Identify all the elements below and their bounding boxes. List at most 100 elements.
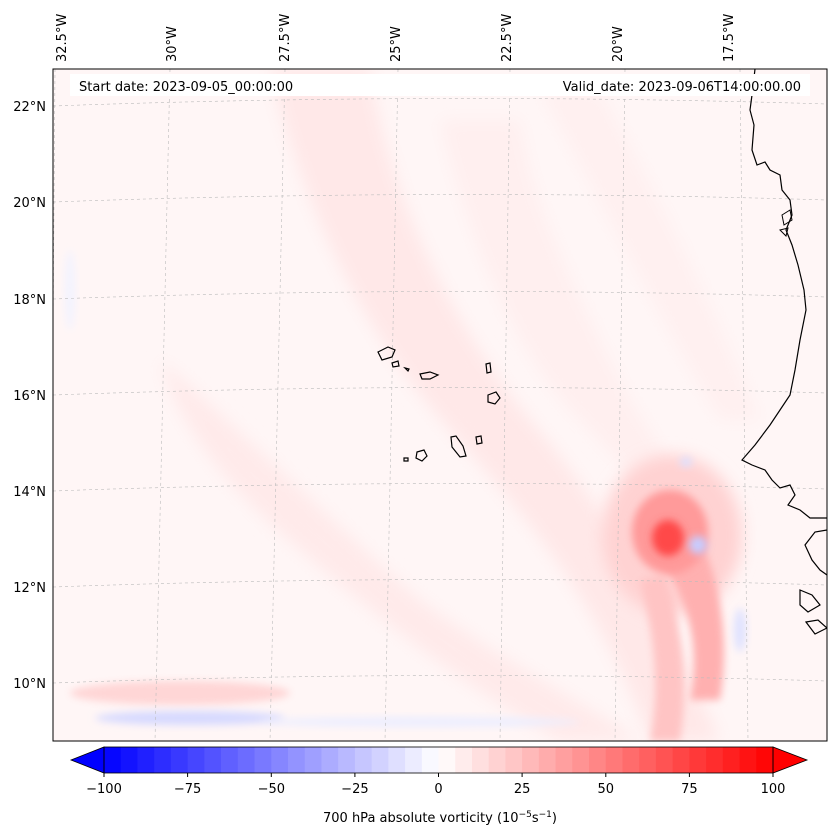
colorbar-segment	[605, 747, 623, 773]
island-sal	[485, 362, 492, 374]
colorbar-segment	[237, 747, 255, 773]
map-frame	[52, 68, 828, 742]
cape-verde-islands	[377, 346, 501, 462]
cb-tick-label-neg50: −50	[258, 782, 285, 797]
island-brava	[403, 457, 409, 462]
south-pink-band	[70, 681, 290, 705]
lat-label-10n: 10°N	[13, 677, 46, 692]
colorbar-title: 700 hPa absolute vorticity (10−5s−1)	[323, 810, 557, 826]
cb-tick-label-neg100: −100	[86, 782, 122, 797]
lon-label-17-5w: 17.5°W	[722, 14, 737, 62]
lon-label-27-5w: 27.5°W	[278, 14, 293, 62]
island-santa-luzia	[403, 366, 410, 373]
storm-tail-2	[640, 575, 685, 741]
south-blue-band-2	[260, 717, 580, 727]
cb-tick-label-50: 50	[598, 782, 615, 797]
cb-tick-label-75: 75	[681, 782, 698, 797]
colorbar-segment	[405, 747, 423, 773]
colorbar: −100 −75 −50 −25 0 25 50 75 100 700 hPa …	[69, 746, 809, 826]
blue-spot-east	[734, 608, 746, 652]
colorbar-segment	[505, 747, 523, 773]
lon-label-20w: 20°W	[611, 26, 626, 62]
colorbar-segment	[455, 747, 473, 773]
cb-tick-label-neg75: −75	[174, 782, 201, 797]
colorbar-segment	[488, 747, 506, 773]
colorbar-segment	[589, 747, 607, 773]
pink-band-east	[440, 120, 740, 560]
island-sao-vicente	[391, 360, 400, 368]
colorbar-segment	[321, 747, 339, 773]
start-date-text: Start date: 2023-09-05_00:00:00	[79, 80, 293, 95]
colorbar-segment	[555, 747, 573, 773]
colorbar-segment	[672, 747, 690, 773]
colorbar-extend-low	[69, 746, 105, 774]
valid-date-text: Valid_date: 2023-09-06T14:00:00.00	[563, 80, 801, 95]
colorbar-segment	[287, 747, 306, 773]
colorbar-segment	[739, 747, 757, 773]
colorbar-ticks: −100 −75 −50 −25 0 25 50 75 100	[86, 773, 785, 797]
lat-label-22n: 22°N	[13, 100, 46, 115]
colorbar-segments	[104, 747, 774, 773]
africa-coastline	[741, 69, 827, 519]
pink-band-outer	[540, 90, 760, 420]
colorbar-segment	[104, 747, 122, 773]
coast-detail-1	[779, 209, 793, 237]
colorbar-segment	[170, 747, 189, 773]
cb-tick-label-neg25: −25	[341, 782, 368, 797]
colorbar-segment	[438, 747, 456, 773]
colorbar-segment	[371, 747, 389, 773]
colorbar-segment	[221, 747, 239, 773]
lat-label-16n: 16°N	[13, 389, 46, 404]
lon-label-25w: 25°W	[389, 26, 404, 62]
colorbar-segment	[522, 747, 540, 773]
island-santiago	[450, 435, 467, 458]
colorbar-segment	[120, 747, 138, 773]
storm-eye-blue	[689, 536, 707, 554]
graticule	[53, 69, 827, 741]
cb-tick-label-0: 0	[434, 782, 442, 797]
colorbar-segment	[254, 747, 272, 773]
colorbar-segment	[304, 747, 322, 773]
colorbar-extend-high	[772, 746, 809, 774]
africa-coastline-south	[804, 529, 827, 576]
vorticity-field: Start date: 2023-09-05_00:00:00 Valid_da…	[53, 69, 827, 741]
colorbar-segment	[421, 747, 439, 773]
lon-label-22-5w: 22.5°W	[500, 14, 515, 62]
colorbar-segment	[622, 747, 640, 773]
lat-label-18n: 18°N	[13, 293, 46, 308]
colorbar-segment	[471, 747, 490, 773]
island-santo-antao	[377, 346, 396, 361]
south-blue-band	[95, 711, 285, 725]
storm-core	[652, 520, 684, 556]
blue-spot-north	[680, 457, 692, 467]
africa-coastline-islands	[799, 589, 827, 635]
colorbar-segment	[204, 747, 222, 773]
west-blue-patch	[65, 250, 75, 330]
cb-tick-label-25: 25	[514, 782, 531, 797]
colorbar-segment	[271, 747, 289, 773]
island-boa-vista	[487, 391, 501, 405]
date-header-box	[70, 74, 810, 96]
colorbar-segment	[722, 747, 740, 773]
colorbar-segment	[354, 747, 373, 773]
lat-label-20n: 20°N	[13, 196, 46, 211]
colorbar-segment	[137, 747, 155, 773]
storm-tail	[660, 540, 724, 700]
colorbar-segment	[689, 747, 707, 773]
colorbar-segment	[572, 747, 590, 773]
longitude-labels: 32.5°W 30°W 27.5°W 25°W 22.5°W 20°W 17.5…	[55, 14, 737, 62]
latitude-labels: 22°N 20°N 18°N 16°N 14°N 12°N 10°N	[13, 100, 46, 692]
colorbar-segment	[639, 747, 657, 773]
colorbar-segment	[538, 747, 556, 773]
pink-band-northwest	[270, 69, 720, 741]
colorbar-segment	[655, 747, 674, 773]
lon-label-30w: 30°W	[165, 26, 180, 62]
colorbar-segment	[706, 747, 724, 773]
lat-label-12n: 12°N	[13, 581, 46, 596]
colorbar-segment	[388, 747, 406, 773]
colorbar-segment	[338, 747, 356, 773]
lon-label-32-5w: 32.5°W	[55, 14, 70, 62]
island-sao-nicolau	[419, 371, 440, 380]
colorbar-segment	[756, 747, 774, 773]
